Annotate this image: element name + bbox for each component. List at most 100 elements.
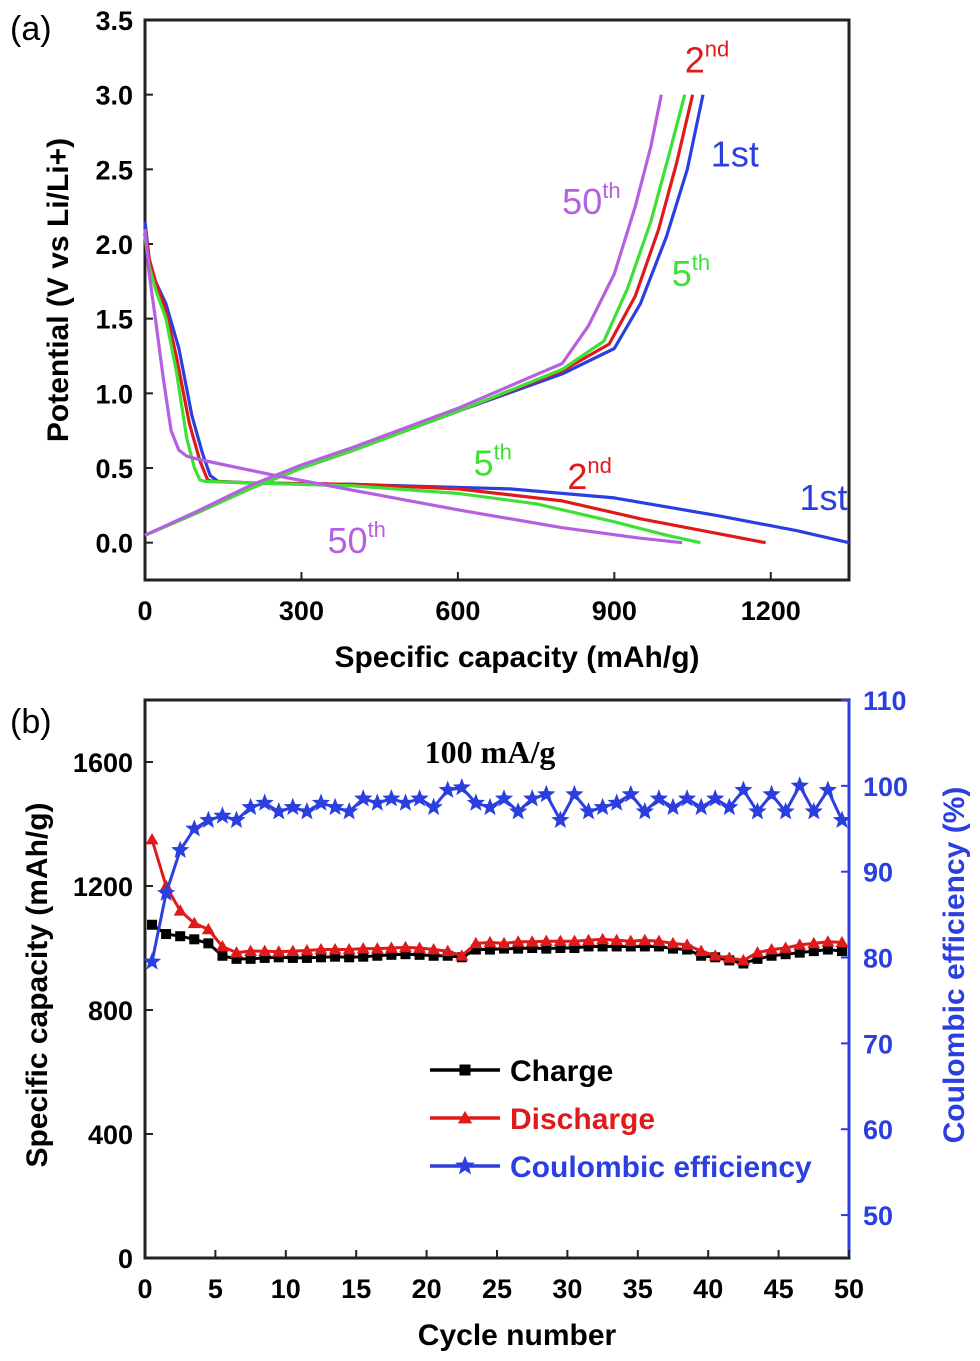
series-coulombic-efficiency <box>142 776 852 970</box>
point-marker <box>258 944 272 956</box>
point-marker <box>752 953 763 964</box>
point-marker <box>175 931 186 942</box>
x-tick-label: 40 <box>693 1274 723 1304</box>
point-marker <box>610 933 624 946</box>
point-marker <box>748 802 767 820</box>
series-discharge <box>145 833 849 966</box>
series-line <box>150 839 843 962</box>
point-marker <box>596 932 610 945</box>
point-marker <box>832 810 852 828</box>
point-marker <box>370 942 384 954</box>
point-marker <box>611 941 622 952</box>
legend-entry: Discharge <box>430 1103 655 1136</box>
right-tick-label: 90 <box>863 858 893 888</box>
x-tick-label: 0 <box>137 1274 152 1304</box>
point-marker <box>457 1110 473 1124</box>
point-marker <box>301 952 312 963</box>
x-tick-label: 10 <box>271 1274 301 1304</box>
point-marker <box>483 935 497 948</box>
point-marker <box>386 949 397 960</box>
panel-b-series <box>142 776 852 970</box>
point-marker <box>203 938 214 949</box>
point-marker <box>187 916 201 929</box>
point-marker <box>269 802 288 820</box>
legend-entry: Charge <box>430 1055 613 1088</box>
point-marker <box>539 934 553 947</box>
x-tick-label: 5 <box>208 1274 223 1304</box>
point-marker <box>368 793 387 811</box>
point-marker <box>551 810 570 828</box>
point-marker <box>466 793 485 811</box>
point-marker <box>804 802 823 820</box>
point-marker <box>342 943 356 955</box>
point-marker <box>621 784 640 803</box>
x-tick-label: 1200 <box>741 596 801 626</box>
curve-annotation: 5th <box>672 250 710 294</box>
point-marker <box>231 953 242 964</box>
point-marker <box>455 949 469 961</box>
point-marker <box>356 942 370 954</box>
point-marker <box>272 945 286 957</box>
panel-a: (a) 0 300 600 900 1200 0.0 0.5 1.0 1.5 2.0 2.5 3.0… <box>10 6 851 674</box>
point-marker <box>227 810 246 828</box>
point-marker <box>382 789 401 807</box>
point-marker <box>372 950 383 961</box>
curve-annotation: 2nd <box>685 36 730 80</box>
point-marker <box>666 936 680 949</box>
panel-b-y-axis-left: 0 400 800 1200 1600 <box>73 748 153 1274</box>
point-marker <box>217 950 228 961</box>
point-marker <box>142 952 162 970</box>
point-marker <box>297 802 317 820</box>
point-marker <box>766 950 777 961</box>
point-marker <box>765 943 779 955</box>
point-marker <box>340 802 359 820</box>
point-marker <box>259 952 270 963</box>
panel-b-label: (b) <box>10 703 52 741</box>
panel-b-x-axis: 0 5 10 15 20 25 30 35 40 45 50 <box>137 1250 864 1304</box>
point-marker <box>776 802 795 820</box>
point-marker <box>708 949 722 961</box>
point-marker <box>354 789 373 807</box>
point-marker <box>497 936 511 949</box>
panel-b-legend: Charge Discharge Coulombic efficiency <box>430 1055 812 1184</box>
point-marker <box>499 943 510 954</box>
point-marker <box>537 784 556 803</box>
x-tick-label: 600 <box>435 596 480 626</box>
point-marker <box>649 789 669 807</box>
point-marker <box>161 929 172 940</box>
y-tick-label: 1600 <box>73 748 133 778</box>
y-tick-label: 400 <box>88 1120 133 1150</box>
curve-annotation: 5th <box>474 439 512 483</box>
point-marker <box>441 944 455 956</box>
point-marker <box>400 949 411 960</box>
point-marker <box>607 793 626 811</box>
right-tick-label: 100 <box>863 772 908 802</box>
y-tick-label: 1.0 <box>95 379 133 409</box>
curve-1st-charge <box>144 94 705 537</box>
point-marker <box>694 944 708 956</box>
x-tick-label: 15 <box>341 1274 371 1304</box>
point-marker <box>189 934 200 945</box>
point-marker <box>734 780 753 798</box>
point-marker <box>793 938 807 950</box>
curve-50th-discharge <box>143 228 683 545</box>
point-marker <box>722 951 736 963</box>
point-marker <box>653 941 664 952</box>
point-marker <box>469 936 483 949</box>
point-marker <box>173 904 187 916</box>
y-tick-label: 0.5 <box>95 454 133 484</box>
x-tick-label: 35 <box>623 1274 653 1304</box>
right-tick-label: 60 <box>863 1115 893 1145</box>
point-marker <box>325 797 345 816</box>
panel-a-curves <box>143 94 850 545</box>
point-marker <box>424 797 443 816</box>
point-marker <box>579 802 598 820</box>
x-tick-label: 0 <box>137 596 152 626</box>
point-marker <box>762 784 781 803</box>
point-marker <box>663 797 683 816</box>
point-marker <box>215 939 229 952</box>
point-marker <box>283 797 302 816</box>
x-tick-label: 20 <box>412 1274 442 1304</box>
y-tick-label: 2.5 <box>95 155 133 185</box>
